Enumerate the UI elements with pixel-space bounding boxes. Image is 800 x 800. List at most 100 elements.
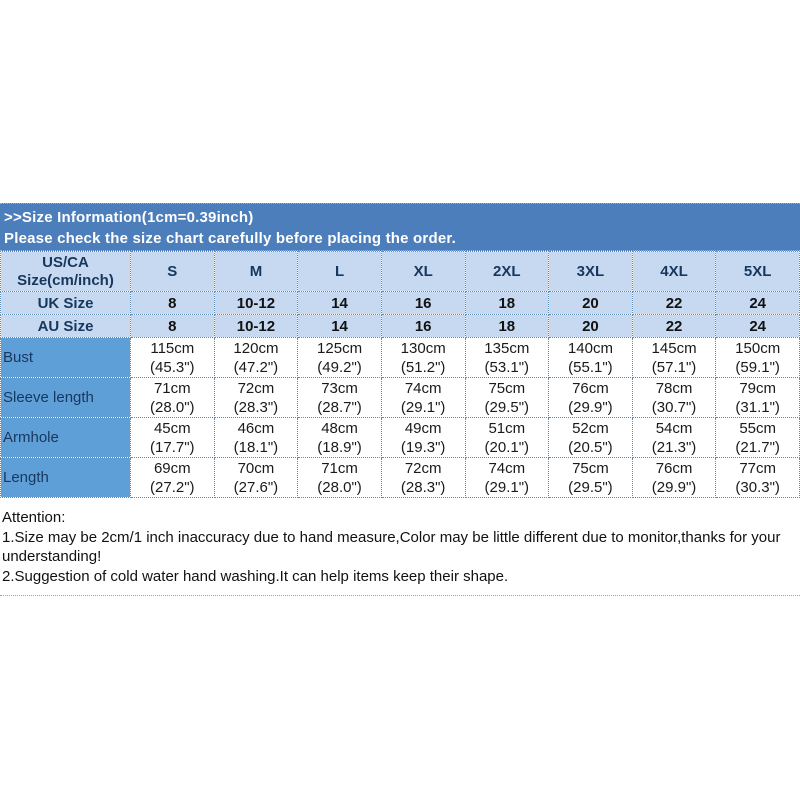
- value-inch: (27.6"): [233, 478, 279, 496]
- sleeve-length-row: Sleeve length 71cm (28.0") 72cm (28.3") 73…: [0, 377, 800, 418]
- row-label: Armhole: [0, 417, 131, 458]
- measure-cell: 77cm (30.3"): [715, 457, 800, 498]
- measure-cell: 51cm (20.1"): [464, 417, 550, 458]
- measure-cell: 76cm (29.9"): [631, 457, 717, 498]
- uk-size-cell: 18: [464, 291, 550, 315]
- value-cm: 54cm: [655, 419, 693, 437]
- size-header-row: US/CA Size(cm/inch) S M L XL 2XL 3XL 4XL…: [0, 251, 800, 292]
- measure-cell: 74cm (29.1"): [380, 377, 466, 418]
- measure-cell: 76cm (29.9"): [548, 377, 633, 418]
- value-cm: 130cm: [400, 339, 446, 357]
- uk-size-cell: 24: [715, 291, 800, 315]
- value-inch: (20.1"): [484, 438, 530, 456]
- uk-size-cell: 16: [380, 291, 466, 315]
- value-cm: 70cm: [237, 459, 275, 477]
- measure-cell: 49cm (19.3"): [380, 417, 466, 458]
- value-cm: 69cm: [153, 459, 191, 477]
- value-inch: (29.5"): [484, 398, 530, 416]
- row-label: UK Size: [0, 291, 131, 315]
- measure-cell: 52cm (20.5"): [548, 417, 633, 458]
- value-inch: (29.1"): [400, 398, 446, 416]
- value-cm: 73cm: [321, 379, 358, 397]
- attention-note: Attention: 1.Size may be 2cm/1 inch inac…: [2, 508, 798, 586]
- value-cm: 45cm: [153, 419, 191, 437]
- banner-subtitle: Please check the size chart carefully be…: [4, 230, 456, 247]
- uk-size-cell: 20: [548, 291, 633, 315]
- size-col-header: 5XL: [715, 251, 800, 292]
- value-inch: (29.9"): [568, 398, 613, 416]
- size-col-header: S: [130, 251, 215, 292]
- bust-row: Bust 115cm (45.3") 120cm (47.2") 125cm (49.…: [0, 337, 800, 378]
- measure-cell: 55cm (21.7"): [715, 417, 800, 458]
- value-cm: 74cm: [404, 379, 442, 397]
- measure-cell: 73cm (28.7"): [297, 377, 382, 418]
- measure-cell: 145cm (57.1"): [631, 337, 717, 378]
- measure-cell: 135cm (53.1"): [464, 337, 550, 378]
- attention-line-2: 2.Suggestion of cold water hand washing.…: [2, 567, 509, 585]
- value-inch: (29.9"): [651, 478, 697, 496]
- value-cm: 46cm: [237, 419, 275, 437]
- au-size-cell: 20: [548, 314, 633, 338]
- value-cm: 75cm: [572, 459, 609, 477]
- value-inch: (28.3"): [400, 478, 446, 496]
- value-inch: (59.1"): [735, 358, 780, 376]
- value-inch: (29.1"): [484, 478, 530, 496]
- value-cm: 78cm: [655, 379, 693, 397]
- value-inch: (51.2"): [400, 358, 446, 376]
- value-cm: 75cm: [488, 379, 526, 397]
- size-info-banner: >>Size Information(1cm=0.39inch) Please …: [0, 203, 800, 251]
- value-cm: 125cm: [317, 339, 363, 357]
- value-cm: 71cm: [153, 379, 191, 397]
- value-cm: 52cm: [572, 419, 609, 437]
- value-inch: (21.7"): [735, 438, 780, 456]
- measure-cell: 75cm (29.5"): [548, 457, 633, 498]
- au-size-row: AU Size 8 10-12 14 16 18 20 22 24: [0, 314, 800, 338]
- measure-cell: 70cm (27.6"): [213, 457, 299, 498]
- value-inch: (30.3"): [735, 478, 780, 496]
- value-inch: (49.2"): [317, 358, 362, 376]
- measure-cell: 120cm (47.2"): [213, 337, 299, 378]
- au-size-cell: 24: [715, 314, 800, 338]
- measure-cell: 69cm (27.2"): [130, 457, 215, 498]
- armhole-row: Armhole 45cm (17.7") 46cm (18.1") 48cm (18.…: [0, 417, 800, 458]
- measure-cell: 72cm (28.3"): [213, 377, 299, 418]
- value-cm: 145cm: [651, 339, 697, 357]
- au-size-cell: 16: [380, 314, 466, 338]
- value-cm: 72cm: [237, 379, 275, 397]
- measure-cell: 75cm (29.5"): [464, 377, 550, 418]
- value-inch: (28.0"): [150, 398, 195, 416]
- value-cm: 72cm: [404, 459, 442, 477]
- measure-cell: 115cm (45.3"): [130, 337, 215, 378]
- value-cm: 115cm: [150, 339, 195, 357]
- measure-cell: 45cm (17.7"): [130, 417, 215, 458]
- value-inch: (18.1"): [233, 438, 279, 456]
- measure-cell: 46cm (18.1"): [213, 417, 299, 458]
- au-size-cell: 22: [631, 314, 717, 338]
- measure-cell: 71cm (28.0"): [130, 377, 215, 418]
- value-cm: 48cm: [321, 419, 358, 437]
- dotted-divider: [0, 595, 800, 596]
- value-inch: (47.2"): [233, 358, 279, 376]
- value-inch: (45.3"): [150, 358, 195, 376]
- attention-heading: Attention:: [2, 509, 66, 526]
- value-inch: (30.7"): [651, 398, 697, 416]
- attention-line-1: 1.Size may be 2cm/1 inch inaccuracy due …: [2, 528, 781, 566]
- value-cm: 79cm: [739, 379, 777, 397]
- value-cm: 71cm: [321, 459, 358, 477]
- size-chart-table: US/CA Size(cm/inch) S M L XL 2XL 3XL 4XL…: [0, 251, 800, 498]
- size-col-header: 4XL: [631, 251, 717, 292]
- value-cm: 76cm: [655, 459, 693, 477]
- value-inch: (20.5"): [568, 438, 613, 456]
- value-inch: (28.3"): [233, 398, 279, 416]
- measure-cell: 140cm (55.1"): [548, 337, 633, 378]
- size-col-header: 3XL: [548, 251, 633, 292]
- value-cm: 120cm: [233, 339, 279, 357]
- value-inch: (18.9"): [317, 438, 362, 456]
- row-label: Sleeve length: [0, 377, 131, 418]
- value-inch: (57.1"): [651, 358, 697, 376]
- value-inch: (55.1"): [568, 358, 613, 376]
- row-label: Length: [0, 457, 131, 498]
- measure-cell: 71cm (28.0"): [297, 457, 382, 498]
- value-inch: (28.7"): [317, 398, 362, 416]
